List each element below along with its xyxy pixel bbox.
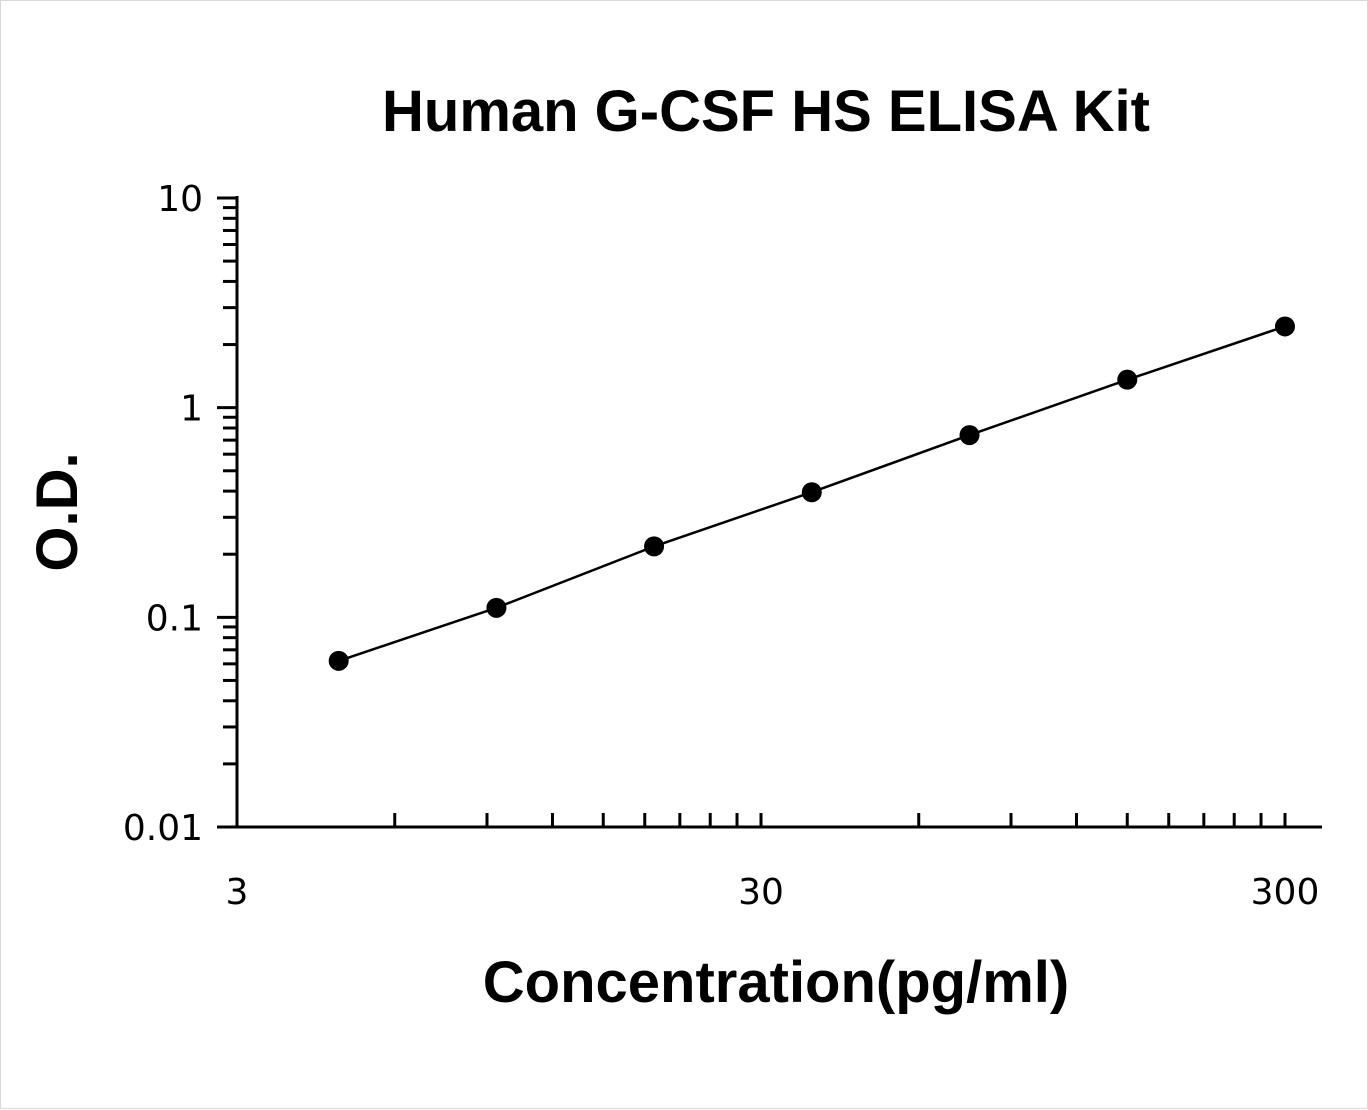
data-point [1117,369,1138,390]
y-tick-label: 0.01 [123,808,203,849]
data-point [644,536,665,557]
data-point [486,597,507,618]
y-tick-label: 1 [180,389,203,430]
y-axis-title: O.D. [25,452,90,571]
axes [235,196,1322,829]
data-point [328,650,349,671]
data-point [959,425,980,446]
data-point [801,482,822,503]
x-tick-label: 3 [226,872,249,913]
x-axis-title: Concentration(pg/ml) [483,950,1069,1015]
data-point [1275,316,1295,337]
axis-ticks [217,196,1287,829]
x-tick-label: 30 [738,872,784,913]
y-tick-label: 10 [157,179,203,220]
y-tick-label: 0.1 [146,598,203,639]
tick-labels: 0.01 0.1 1 10 3 30 300 [123,179,1320,913]
x-tick-label: 300 [1251,872,1320,913]
chart-title: Human G-CSF HS ELISA Kit [382,79,1150,144]
data-points [328,316,1295,671]
